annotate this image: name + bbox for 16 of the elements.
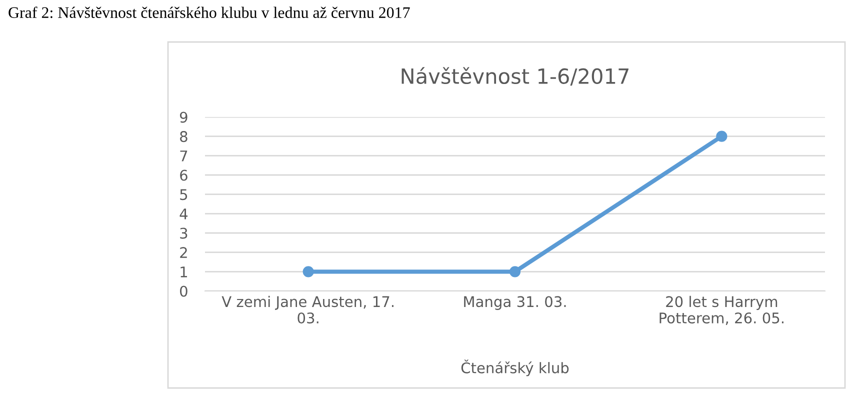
y-tick-label: 5 — [180, 189, 188, 200]
y-tick-label: 2 — [180, 247, 187, 258]
y-tick-label: 3 — [180, 228, 188, 239]
y-tick-label: 8 — [180, 131, 188, 142]
y-tick-label: 9 — [180, 112, 188, 123]
y-tick-label: 1 — [180, 266, 187, 278]
chart-title: Návštěvnost 1-6/2017 — [402, 67, 628, 86]
x-tick-label: 20 let s Harrym Potterem, 26. 05. — [660, 296, 784, 325]
y-tick-label: 4 — [180, 208, 188, 220]
y-tick-label: 6 — [180, 170, 188, 181]
text: Graf 2: Návštěvnost čtenářského klubu v lednu až červnu 2017 — [8, 6, 410, 18]
x-tick-label: Manga 31. 03. — [464, 296, 566, 310]
x-tick-label: V zemi Jane Austen, 17. 03. — [222, 296, 394, 324]
x-axis-title: Čtenářský klub — [461, 360, 569, 376]
y-tick-label: 7 — [180, 150, 188, 162]
y-tick-label: 0 — [180, 286, 188, 297]
